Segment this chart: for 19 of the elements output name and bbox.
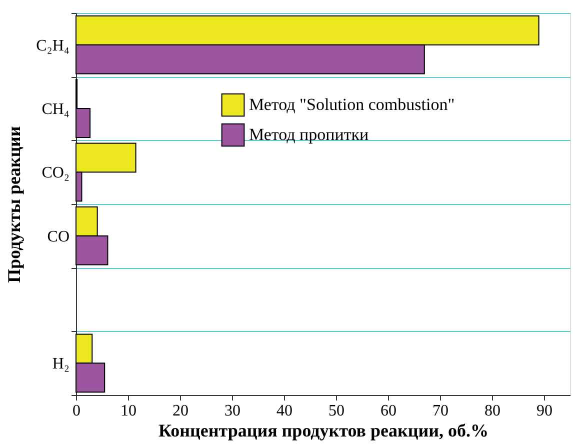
x-tick-label: 0 xyxy=(72,402,80,420)
x-tick-label: 40 xyxy=(276,402,292,420)
x-tick-label: 30 xyxy=(224,402,240,420)
legend-label: Метод "Solution combustion" xyxy=(249,95,455,114)
y-tick-label: C₂H₄ xyxy=(36,37,70,54)
y-tick-label: CO xyxy=(47,228,70,246)
x-tick-label: 20 xyxy=(172,402,188,420)
x-tick-label: 60 xyxy=(380,402,396,420)
y-tick-label: CH₄ xyxy=(42,101,70,118)
y-tick-label: H₂ xyxy=(52,356,70,373)
x-tick-label: 70 xyxy=(432,402,448,420)
x-tick-label: 80 xyxy=(484,402,500,420)
x-tick-label: 50 xyxy=(328,402,344,420)
x-tick-label: 90 xyxy=(536,402,552,420)
legend-label: Метод пропитки xyxy=(249,125,369,144)
y-axis-title: Продукты реакции xyxy=(4,126,24,283)
y-tick-label: CO₂ xyxy=(42,164,70,182)
x-tick-label: 10 xyxy=(120,402,136,420)
x-axis-title: Концентрация продуктов реакции, об.% xyxy=(158,420,489,440)
